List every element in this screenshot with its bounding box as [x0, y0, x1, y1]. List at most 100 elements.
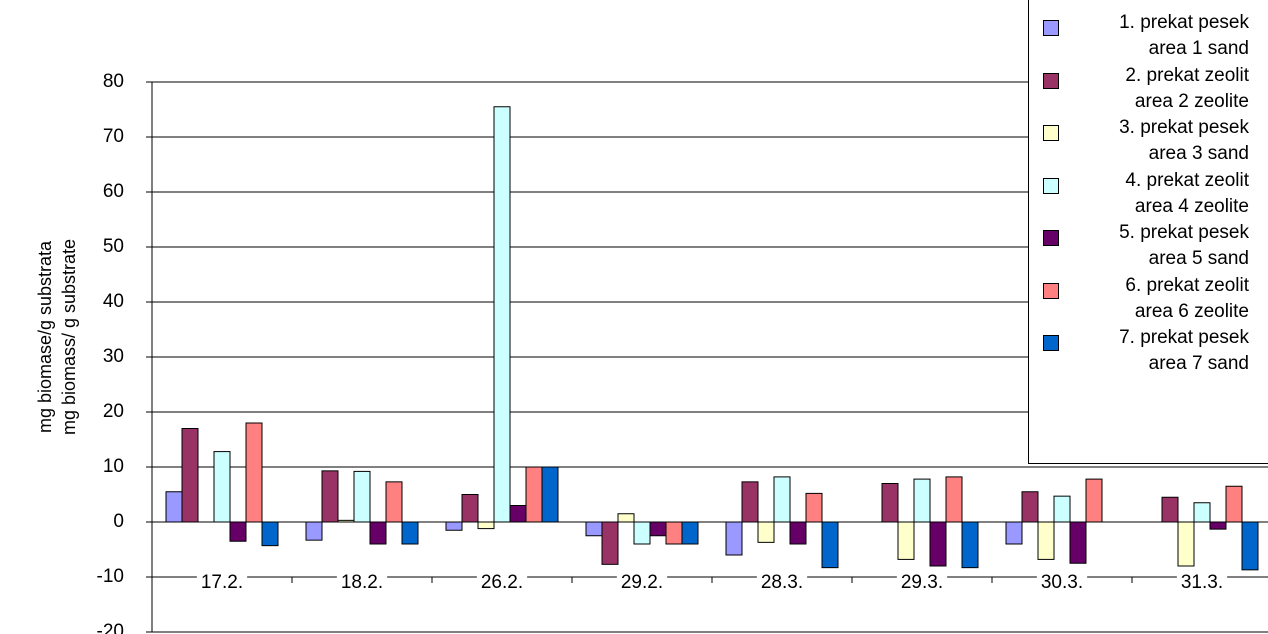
legend-entry: 2. prekat zeolit area 2 zeolite — [1029, 63, 1268, 115]
bar — [525, 466, 543, 523]
legend-swatch — [1043, 335, 1059, 351]
bar — [229, 521, 247, 542]
bar — [601, 521, 619, 565]
y-tick-label: 50 — [103, 236, 124, 257]
bar — [585, 521, 603, 537]
bar — [261, 521, 279, 547]
bar — [929, 521, 947, 567]
y-tick-label: 80 — [103, 71, 124, 92]
legend-swatch — [1043, 177, 1059, 194]
y-tick-label: 0 — [113, 511, 124, 532]
bar — [461, 494, 479, 523]
bar — [401, 521, 419, 545]
legend-entry: 3. prekat pesek area 3 sand — [1029, 115, 1268, 167]
y-tick-label: 70 — [103, 126, 124, 147]
label-bg — [756, 572, 808, 594]
legend: 1. prekat pesek area 1 sand 2. prekat zeo… — [1028, 0, 1268, 464]
bar — [649, 521, 667, 537]
y-tick-label: 30 — [103, 346, 124, 367]
bar — [369, 521, 387, 545]
bar — [181, 428, 199, 523]
bar — [245, 422, 263, 523]
bar — [305, 521, 323, 541]
legend-entry: 6. prekat zeolit area 6 zeolite — [1029, 273, 1268, 325]
legend-swatch — [1043, 282, 1059, 299]
bar — [881, 483, 899, 523]
bar — [1177, 521, 1195, 567]
bar — [1053, 495, 1071, 523]
legend-label: 7. prekat pesek area 7 sand — [1119, 327, 1249, 374]
bar — [321, 470, 339, 523]
bar — [741, 481, 759, 523]
legend-swatch — [1043, 125, 1059, 141]
bar — [1209, 521, 1227, 530]
bar — [445, 521, 463, 531]
bar — [477, 521, 495, 530]
bar — [913, 478, 931, 523]
x-tick-label: 17.2. — [201, 572, 243, 593]
x-tick-label: 28.3. — [761, 572, 803, 593]
legend-label: 3. prekat pesek area 3 sand — [1119, 117, 1249, 164]
bar — [337, 519, 355, 523]
x-tick-label: 29.2. — [621, 572, 663, 593]
label-bg — [196, 572, 248, 594]
legend-entry: 5. prekat pesek area 5 sand — [1029, 220, 1268, 272]
bar — [385, 481, 403, 523]
bar — [945, 476, 963, 523]
label-bg — [1036, 572, 1088, 594]
y-tick-label: 40 — [103, 291, 124, 312]
label-bg — [476, 572, 528, 594]
legend-label: 1. prekat pesek area 1 sand — [1119, 12, 1249, 59]
y-tick-label: 60 — [103, 181, 124, 202]
legend-label: 6. prekat zeolit area 6 zeolite — [1125, 274, 1249, 322]
bar — [493, 106, 511, 523]
bar — [1005, 521, 1023, 545]
bar — [757, 521, 775, 543]
x-tick-label: 26.2. — [481, 572, 523, 593]
legend-entry: 4. prekat zeolit area 4 zeolite — [1029, 168, 1268, 220]
y-tick-label: 20 — [103, 401, 124, 422]
label-bg — [1176, 572, 1228, 594]
legend-entry: 7. prekat pesek area 7 sand — [1029, 325, 1268, 377]
bar — [665, 521, 683, 545]
bar — [773, 476, 791, 523]
legend-entry: 1. prekat pesek area 1 sand — [1029, 10, 1268, 62]
bar — [1193, 502, 1211, 523]
y-tick-label: 10 — [103, 456, 124, 477]
label-bg — [616, 572, 668, 594]
bar — [961, 521, 979, 569]
bar — [805, 492, 823, 523]
y-tick-label: -20 — [97, 621, 124, 634]
bar — [353, 470, 371, 523]
bar — [821, 521, 839, 569]
bar — [1161, 496, 1179, 523]
bar — [725, 521, 743, 556]
label-bg — [336, 572, 388, 594]
bar — [1085, 478, 1103, 523]
legend-label: 4. prekat zeolit area 4 zeolite — [1125, 169, 1249, 217]
bar — [213, 451, 231, 523]
bar — [1037, 521, 1055, 560]
y-tick-label: -10 — [97, 566, 124, 587]
x-tick-label: 29.3. — [901, 572, 943, 593]
bar — [165, 491, 183, 523]
y-axis-title: mg biomass/ g substrate — [59, 239, 79, 435]
bar — [541, 466, 559, 523]
bar — [617, 513, 635, 523]
bar — [1069, 521, 1087, 564]
bar — [789, 521, 807, 545]
bar — [509, 505, 527, 523]
bar — [633, 521, 651, 545]
bar — [1021, 491, 1039, 523]
legend-label: 5. prekat pesek area 5 sand — [1119, 222, 1249, 269]
legend-swatch — [1043, 72, 1059, 89]
legend-label: 2. prekat zeolit area 2 zeolite — [1125, 64, 1249, 112]
bar — [681, 521, 699, 545]
label-bg — [896, 572, 948, 594]
legend-swatch — [1043, 20, 1059, 36]
legend-swatch — [1043, 230, 1059, 246]
y-axis-title: mg biomase/g substrata — [35, 240, 55, 433]
x-tick-label: 31.3. — [1181, 572, 1223, 593]
